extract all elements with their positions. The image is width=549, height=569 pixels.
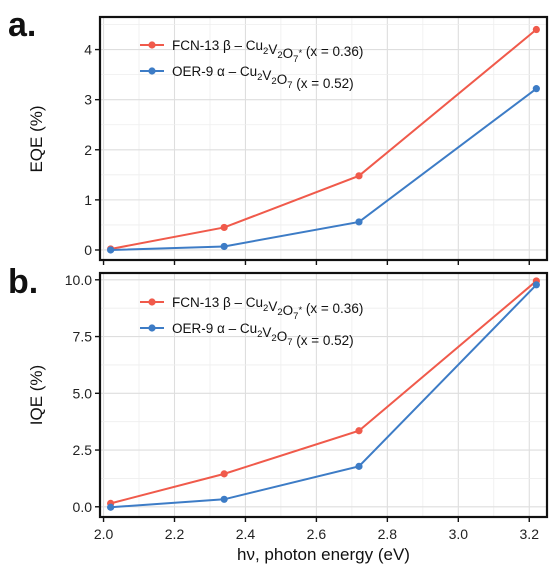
panel-label: b. [8, 263, 38, 301]
y-tick-label: 2 [84, 142, 92, 158]
panel-label: a. [8, 6, 36, 44]
plot-frame [98, 271, 549, 519]
series-line-1 [110, 284, 538, 509]
y-axis-label: IQE (%) [27, 365, 46, 425]
legend-marker [148, 324, 156, 332]
y-tick-label: 0.0 [73, 499, 93, 515]
data-point [220, 495, 228, 503]
legend-entry-0: FCN-13 β – Cu2V2O7* (x = 0.36) [140, 38, 363, 65]
legend-entry-1: OER-9 α – Cu2V2O7 (x = 0.52) [140, 321, 354, 348]
data-point [220, 242, 228, 251]
plot-frame [98, 15, 549, 262]
x-tick-label: 2.2 [165, 526, 185, 542]
y-tick-label: 10.0 [65, 272, 92, 288]
data-point [107, 246, 115, 254]
legend-entry-0: FCN-13 β – Cu2V2O7* (x = 0.36) [140, 295, 363, 322]
y-tick-label: 0 [84, 242, 92, 258]
panel-0: 0 1 2 3 4 a. EQE (%) FCN-13 β – Cu2V2O7* (x = 0… [8, 6, 549, 265]
x-axis-label: hν, photon energy (eV) [237, 545, 410, 564]
y-tick-label: 5.0 [73, 385, 93, 401]
legend-label: OER-9 α – Cu2V2O7 (x = 0.52) [172, 321, 354, 348]
y-axis-label: EQE (%) [27, 105, 46, 172]
x-tick-label: 2.6 [307, 526, 327, 542]
x-tick-label: 3.0 [449, 526, 469, 542]
data-point [355, 172, 363, 180]
data-point [532, 281, 540, 289]
legend-label: FCN-13 β – Cu2V2O7* (x = 0.36) [172, 38, 363, 65]
y-tick-label: 1 [84, 192, 92, 208]
legend-marker [148, 67, 156, 75]
panel-1: 0.0 2.5 5.0 7.5 10.0 2.0 2.2 2.4 2.6 2.8 3.0 3.2 b. I… [8, 263, 549, 564]
series-line-1 [110, 87, 537, 251]
data-point [220, 223, 228, 232]
x-tick-label: 2.0 [94, 526, 114, 542]
y-tick-label: 3 [84, 92, 92, 108]
x-tick-label: 2.4 [236, 526, 256, 542]
x-tick-label: 3.2 [520, 526, 540, 542]
data-point [220, 470, 228, 478]
data-point [355, 462, 363, 470]
x-tick-label: 2.8 [378, 526, 398, 542]
legend-label: FCN-13 β – Cu2V2O7* (x = 0.36) [172, 295, 363, 322]
series-line-0 [110, 28, 537, 250]
y-tick-label: 2.5 [73, 442, 93, 458]
series-line-0 [110, 280, 538, 505]
data-point [532, 85, 540, 93]
y-tick-label: 4 [84, 42, 92, 58]
data-point [355, 427, 363, 435]
legend-marker [148, 41, 156, 49]
legend-entry-1: OER-9 α – Cu2V2O7 (x = 0.52) [140, 64, 354, 91]
data-point [532, 25, 540, 34]
legend-marker [148, 298, 156, 306]
data-point [107, 503, 115, 511]
legend-label: OER-9 α – Cu2V2O7 (x = 0.52) [172, 64, 354, 91]
y-tick-label: 7.5 [73, 329, 93, 345]
data-point [355, 218, 363, 226]
